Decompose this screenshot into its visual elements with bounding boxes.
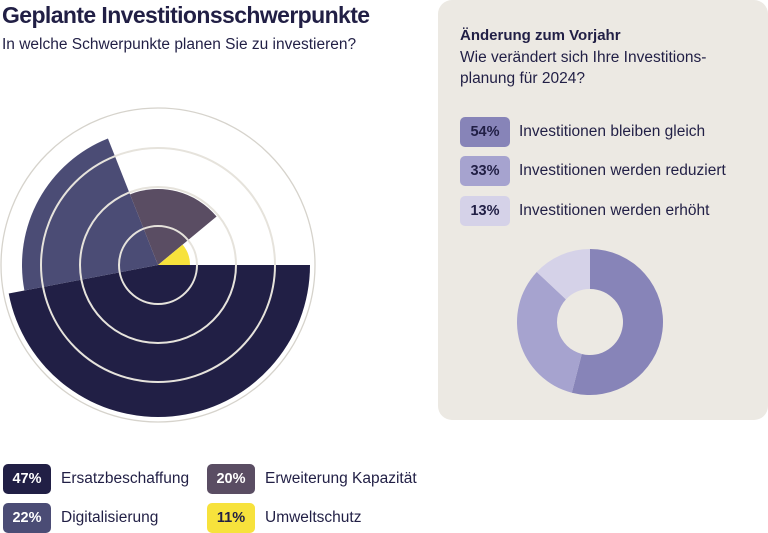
legend-value: 22% [3, 503, 51, 533]
legend-umweltschutz: 11% Umweltschutz [207, 503, 361, 533]
polar-segment-3 [130, 189, 217, 265]
legend-value: 13% [460, 196, 510, 226]
legend-label: Umweltschutz [265, 509, 362, 526]
legend-ersatzbeschaffung: 47% Ersatzbeschaffung [3, 464, 189, 494]
grid-ring [79, 186, 237, 344]
legend-value: 47% [3, 464, 51, 494]
legend-label: Investitionen bleiben gleich [519, 123, 706, 140]
legend-erweiterung: 20% Erweiterung Kapazität [207, 464, 417, 494]
legend-label: Investitionen werden erhöht [519, 202, 710, 219]
grid-ring-outer [0, 107, 316, 423]
legend-gleich: 54% Investitionen bleiben gleich [460, 117, 705, 147]
donut-segment-1 [571, 249, 663, 395]
donut-chart [517, 249, 663, 395]
legend-label: Digitalisierung [61, 509, 159, 526]
polar-segment-1 [8, 265, 310, 418]
legend-label: Ersatzbeschaffung [61, 470, 190, 487]
legend-value: 33% [460, 156, 510, 186]
polar-segment-4 [158, 244, 190, 265]
legend-value: 20% [207, 464, 255, 494]
legend-erhoeht: 13% Investitionen werden erhöht [460, 196, 709, 226]
donut-segment-2 [517, 272, 582, 393]
grid-ring [118, 225, 198, 305]
polar-area-chart [0, 107, 316, 423]
legend-label: Investitionen werden reduziert [519, 162, 726, 179]
grid-ring [40, 147, 276, 383]
change-panel: Änderung zum Vorjahr Wie verändert sich … [438, 0, 768, 420]
legend-label: Erweiterung Kapazität [265, 470, 417, 487]
donut-segment-3 [536, 249, 590, 300]
page-title: Geplante Investitionsschwerpunkte [2, 2, 370, 28]
legend-value: 54% [460, 117, 510, 147]
legend-digitalisierung: 22% Digitalisierung [3, 503, 158, 533]
polar-segment-2 [21, 138, 158, 291]
panel-subtitle: Wie verändert sich Ihre Investitions- pl… [460, 49, 707, 87]
legend-reduziert: 33% Investitionen werden reduziert [460, 156, 726, 186]
legend-value: 11% [207, 503, 255, 533]
page-subtitle: In welche Schwerpunkte planen Sie zu inv… [2, 36, 357, 53]
panel-title: Änderung zum Vorjahr [460, 27, 621, 44]
